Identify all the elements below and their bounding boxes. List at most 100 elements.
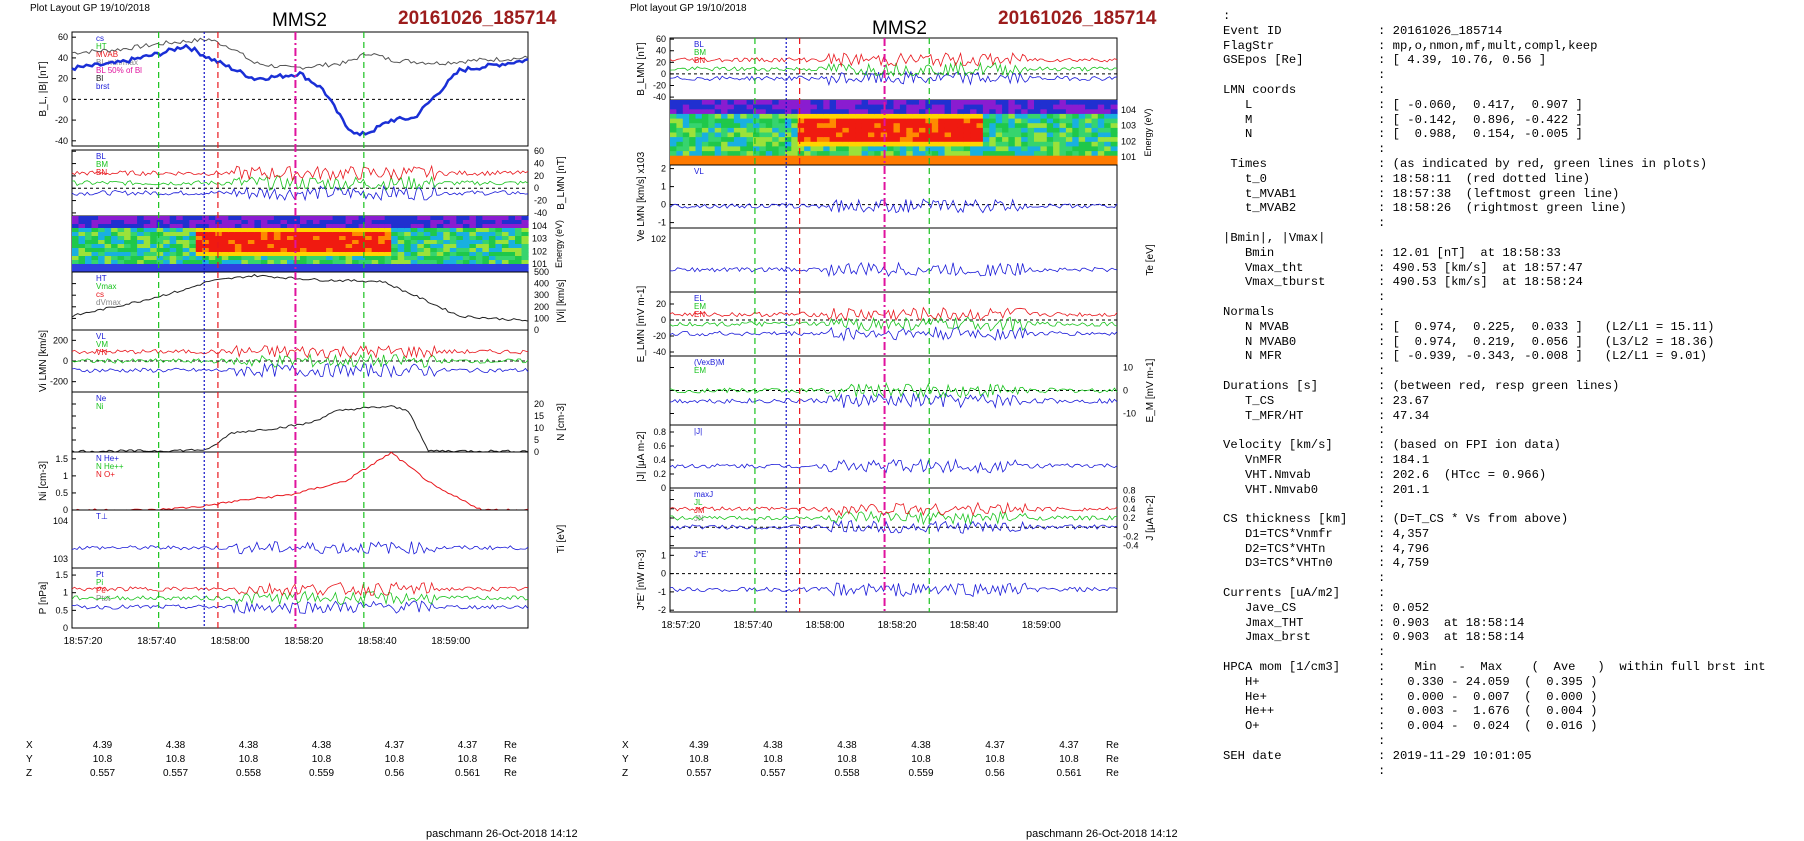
middle-plot-label: Plot layout GP 19/10/2018 xyxy=(630,3,747,14)
spectrogram-cell xyxy=(989,118,997,124)
spectrogram-cell xyxy=(423,216,431,221)
spectrogram-cell xyxy=(260,268,269,273)
spectrogram-cell xyxy=(111,232,119,237)
spectrogram-cell xyxy=(293,264,301,269)
spectrogram-cell xyxy=(306,252,314,257)
spectrogram-cell xyxy=(676,160,684,166)
spectrogram-cell xyxy=(836,100,843,106)
summary-value: : (D=T_CS * Vs from above) xyxy=(1378,512,1569,527)
spectrogram-cell xyxy=(797,151,805,157)
spectrogram-cell xyxy=(1091,123,1099,129)
spectrogram-cell xyxy=(339,236,347,241)
spectrogram-cell xyxy=(1097,137,1105,143)
spectrogram-cell xyxy=(384,248,392,253)
spectrogram-cell xyxy=(378,228,386,233)
spectrogram-cell xyxy=(306,228,314,233)
spectrogram-cell xyxy=(951,151,958,157)
spectrogram-cell xyxy=(176,232,184,237)
spectrogram-cell xyxy=(1085,151,1093,157)
spectrogram-cell xyxy=(169,224,177,229)
spectrogram-cell xyxy=(868,109,875,115)
spectrogram-cell xyxy=(1078,123,1086,129)
series-line xyxy=(71,43,529,137)
summary-row: Bmin: 12.01 [nT] at 18:58:33 xyxy=(1223,246,1766,261)
spectrogram-cell xyxy=(202,256,210,261)
spectrogram-cell xyxy=(423,228,431,233)
spectrogram-cell xyxy=(280,224,288,229)
spectrogram-cell xyxy=(482,236,490,241)
spectrogram-cell xyxy=(1014,141,1022,148)
spectrogram-cell xyxy=(1065,100,1073,106)
summary-row: D2=TCS*VHTn: 4,796 xyxy=(1223,542,1766,557)
summary-row: Jmax_brst: 0.903 at 18:58:14 xyxy=(1223,630,1766,645)
spectrogram-cell xyxy=(1002,100,1010,106)
spectrogram-cell xyxy=(319,256,327,261)
spectrogram-cell xyxy=(254,260,262,265)
spectrogram-cell xyxy=(404,252,412,257)
y-tick-label: 5 xyxy=(534,435,539,445)
spectrogram-cell xyxy=(98,264,106,269)
spectrogram-cell xyxy=(482,216,490,221)
spectrogram-cell xyxy=(759,109,767,115)
spectrogram-cell xyxy=(695,104,703,110)
spectrogram-cell xyxy=(848,104,856,110)
spectrogram-cell xyxy=(430,216,438,221)
spectrogram-cell xyxy=(104,216,112,221)
spectrogram-cell xyxy=(880,146,888,152)
summary-key: He++ xyxy=(1223,704,1275,719)
spectrogram-cell xyxy=(365,252,373,257)
spectrogram-cell xyxy=(365,228,373,233)
spectrogram-cell xyxy=(823,137,831,143)
spectrogram-cell xyxy=(1078,155,1086,161)
spectrogram-cell xyxy=(150,248,158,253)
spectrogram-cell xyxy=(417,268,425,273)
spectrogram-cell xyxy=(104,252,112,257)
summary-row: N MVAB0: [ 0.974, 0.219, 0.056 ] (L3/L2 … xyxy=(1223,335,1766,350)
spectrogram-cell xyxy=(482,256,490,261)
spectrogram-cell xyxy=(130,256,138,261)
spectrogram-cell xyxy=(689,160,697,166)
spectrogram-cell xyxy=(117,256,125,261)
position-row: Z 0.557 0.557 0.558 0.559 0.56 0.561 Re xyxy=(26,768,534,782)
spectrogram-cell xyxy=(880,160,888,166)
spectrogram-cell xyxy=(753,104,760,110)
spectrogram-cell xyxy=(874,160,882,166)
spectrogram-cell xyxy=(352,232,360,237)
spectrogram-cell xyxy=(791,104,799,110)
spectrogram-cell xyxy=(931,100,939,106)
spectrogram-cell xyxy=(1110,151,1118,157)
spectrogram-cell xyxy=(810,141,818,148)
spectrogram-cell xyxy=(443,256,451,261)
spectrogram-cell xyxy=(150,228,158,233)
spectrogram-cell xyxy=(836,123,843,129)
summary-key: HPCA mom [1/cm3] xyxy=(1223,660,1341,675)
spectrogram-cell xyxy=(912,160,920,166)
spectrogram-cell xyxy=(195,252,203,257)
trace-line xyxy=(669,510,1118,526)
spectrogram-cell xyxy=(721,160,729,166)
spectrogram-cell xyxy=(695,123,703,129)
y-tick-label: -2 xyxy=(658,605,666,615)
spectrogram-cell xyxy=(287,244,295,249)
summary-row: Vmax_tht: 490.53 [km/s] at 18:57:47 xyxy=(1223,261,1766,276)
spectrogram-cell xyxy=(449,240,457,245)
spectrogram-cell xyxy=(423,240,431,245)
spectrogram-cell xyxy=(521,244,529,249)
mid-7-panel: 00.20.40.60.8|J| [μA m-2] |J| xyxy=(636,424,1118,493)
spectrogram-cell xyxy=(130,260,138,265)
spectrogram-cell xyxy=(1078,141,1086,148)
spectrogram-cell xyxy=(1097,155,1105,161)
spectrogram-cell xyxy=(1091,132,1099,138)
spectrogram-cell xyxy=(156,224,164,229)
summary-row: H+: 0.330 - 24.059 ( 0.395 ) xyxy=(1223,675,1766,690)
spectrogram-cell xyxy=(1065,104,1073,110)
spectrogram-cell xyxy=(430,252,438,257)
spectrogram-cell xyxy=(117,248,125,253)
summary-row: : xyxy=(1223,645,1766,660)
position-cell: Re xyxy=(504,740,517,751)
spectrogram-cell xyxy=(482,232,490,237)
spectrogram-cell xyxy=(326,264,334,269)
